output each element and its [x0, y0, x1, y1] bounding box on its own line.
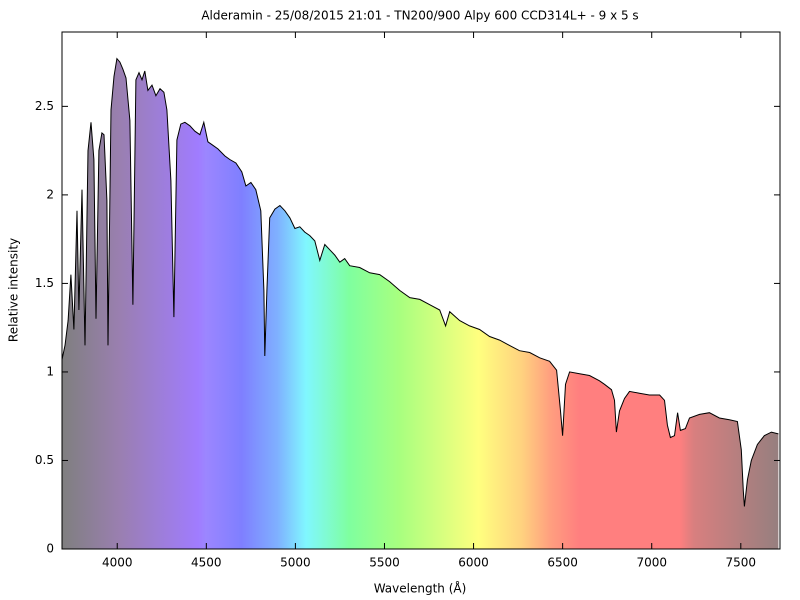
spectrum-line [61, 57, 779, 507]
y-tick-label: 0 [46, 542, 54, 556]
spectrum-area [62, 58, 779, 549]
y-tick-label: 1.5 [35, 276, 54, 290]
y-tick-label: 2.5 [35, 99, 54, 113]
chart-title: Alderamin - 25/08/2015 21:01 - TN200/900… [201, 9, 638, 23]
y-tick-label: 0.5 [35, 453, 54, 467]
x-tick-label: 5500 [369, 556, 400, 570]
x-tick-label: 7500 [726, 556, 757, 570]
x-tick-label: 7000 [636, 556, 667, 570]
plot-area [61, 57, 779, 549]
x-axis-label: Wavelength (Å) [374, 581, 467, 596]
x-tick-label: 4500 [191, 556, 222, 570]
y-axis-label: Relative intensity [7, 238, 21, 342]
x-tick-label: 5000 [280, 556, 311, 570]
y-tick-label: 1 [46, 364, 54, 378]
y-tick-label: 2 [46, 187, 54, 201]
x-tick-label: 6000 [458, 556, 489, 570]
plot-border [61, 31, 781, 550]
x-tick-label: 4000 [102, 556, 133, 570]
x-tick-label: 6500 [547, 556, 578, 570]
